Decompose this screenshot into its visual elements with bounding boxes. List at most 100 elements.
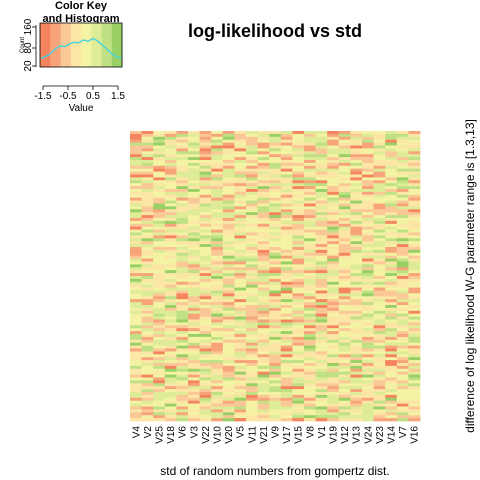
heatmap-cell — [234, 171, 247, 175]
heatmap-cell — [269, 322, 282, 326]
heatmap-cell — [350, 380, 363, 384]
heatmap-cell — [153, 328, 166, 332]
heatmap-cell — [164, 371, 177, 375]
heatmap-cell — [292, 380, 305, 384]
heatmap-cell — [176, 180, 189, 184]
heatmap-cell — [280, 252, 293, 257]
heatmap-cell — [373, 394, 386, 399]
heatmap-cell — [130, 241, 142, 245]
heatmap-cell — [269, 368, 282, 373]
heatmap-cell — [350, 209, 363, 213]
heatmap-cell — [199, 258, 212, 262]
heatmap-cell — [211, 415, 224, 419]
heatmap-cell — [199, 171, 212, 175]
heatmap-cell — [408, 412, 421, 416]
heatmap-cell — [164, 247, 177, 251]
heatmap-cell — [408, 180, 421, 184]
heatmap-cell — [164, 220, 177, 225]
heatmap-cell — [396, 415, 409, 419]
heatmap-cell — [373, 212, 386, 216]
heatmap-cell — [188, 319, 200, 323]
heatmap-cell — [280, 322, 293, 326]
heatmap-cell — [141, 229, 154, 233]
heatmap-cell — [130, 171, 142, 175]
heatmap-cell — [199, 191, 212, 196]
heatmap-cell — [385, 316, 398, 320]
heatmap-cell — [408, 267, 421, 271]
heatmap-cell — [373, 220, 386, 225]
heatmap-cell — [373, 229, 386, 233]
heatmap-cell — [257, 194, 270, 199]
heatmap-cell — [304, 322, 316, 326]
heatmap-cell — [408, 183, 421, 187]
heatmap-cell — [327, 218, 340, 222]
heatmap-cell — [338, 342, 351, 346]
heatmap-cell — [246, 160, 258, 164]
heatmap-cell — [385, 307, 398, 312]
heatmap-cell — [292, 171, 305, 175]
heatmap-cell — [141, 258, 154, 262]
heatmap-cell — [211, 392, 224, 396]
heatmap-cell — [304, 278, 316, 283]
heatmap-cell — [234, 319, 247, 323]
heatmap-cell — [199, 276, 212, 280]
heatmap-cell — [164, 131, 177, 135]
column-label: V17 — [282, 426, 293, 444]
heatmap-cell — [188, 418, 200, 422]
heatmap-cell — [280, 319, 293, 323]
heatmap-cell — [211, 386, 224, 390]
heatmap-cell — [257, 342, 270, 346]
heatmap-cell — [222, 218, 235, 222]
heatmap-cell — [246, 316, 258, 320]
heatmap-cell — [280, 374, 293, 378]
heatmap-cell — [385, 261, 398, 265]
heatmap-cell — [234, 165, 247, 170]
heatmap-cell — [373, 218, 386, 222]
heatmap-cell — [292, 287, 305, 291]
heatmap-cell — [304, 290, 316, 294]
heatmap-cell — [315, 255, 328, 259]
heatmap-cell — [315, 368, 328, 373]
heatmap-cell — [315, 270, 328, 274]
heatmap-cell — [385, 296, 398, 300]
heatmap-cell — [153, 131, 166, 135]
heatmap-cell — [130, 322, 142, 326]
heatmap-cell — [269, 186, 282, 190]
heatmap-cell — [315, 177, 328, 181]
heatmap-cell — [141, 363, 154, 367]
heatmap-cell — [222, 235, 235, 239]
heatmap-cell — [327, 232, 340, 236]
heatmap-cell — [350, 241, 363, 245]
heatmap-cell — [153, 360, 166, 364]
heatmap-cell — [280, 165, 293, 170]
heatmap-cell — [408, 331, 421, 335]
heatmap-cell — [396, 389, 409, 393]
heatmap-cell — [234, 218, 247, 222]
heatmap-cell — [211, 171, 224, 175]
heatmap-cell — [327, 189, 340, 193]
heatmap-cell — [164, 139, 177, 143]
heatmap-cell — [130, 374, 142, 378]
heatmap-cell — [362, 157, 374, 161]
heatmap-cell — [130, 368, 142, 373]
heatmap-cell — [257, 252, 270, 257]
heatmap-cell — [304, 131, 316, 135]
heatmap-cell — [373, 189, 386, 193]
heatmap-cell — [141, 334, 154, 338]
heatmap-cell — [130, 287, 142, 291]
heatmap-cell — [292, 342, 305, 346]
heatmap-cell — [315, 133, 328, 138]
heatmap-cell — [164, 162, 177, 167]
heatmap-cell — [130, 244, 142, 248]
heatmap-cell — [292, 328, 305, 332]
heatmap-cell — [164, 316, 177, 320]
heatmap-cell — [269, 229, 282, 233]
heatmap-cell — [280, 281, 293, 286]
heatmap-cell — [141, 322, 154, 326]
heatmap-cell — [304, 160, 316, 164]
heatmap-cell — [199, 328, 212, 332]
heatmap-cell — [222, 177, 235, 181]
heatmap-cell — [373, 267, 386, 271]
heatmap-cell — [269, 174, 282, 178]
heatmap-cell — [222, 189, 235, 193]
